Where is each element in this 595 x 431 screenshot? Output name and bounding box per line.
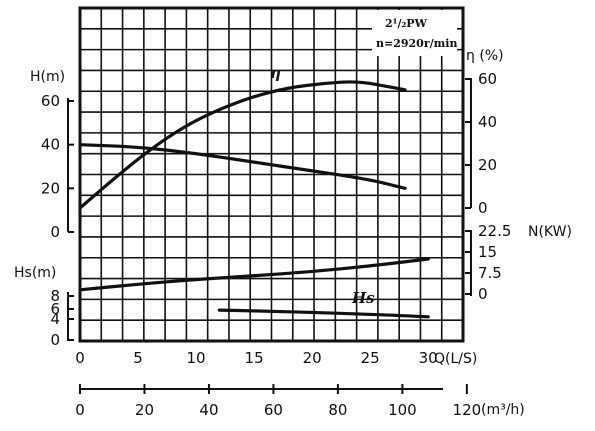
annotation-speed: n=2920r/min — [376, 37, 457, 50]
x2-tick-label: 100 — [388, 401, 417, 419]
n-tick-label: 15 — [478, 243, 497, 261]
eta-series-label: η — [270, 64, 281, 82]
hs-tick-label: 0 — [50, 331, 60, 349]
n-tick-label: 0 — [478, 285, 488, 303]
x-axis-label: Q(L/S) — [434, 351, 477, 367]
x-tick-label: 10 — [187, 349, 206, 367]
x2-tick-label: 40 — [199, 401, 218, 419]
x2-tick-label: 80 — [328, 401, 347, 419]
x2-tick-label: 20 — [135, 401, 154, 419]
series-line-n — [78, 257, 430, 292]
eta-tick-label: 20 — [478, 156, 497, 174]
series-line-h — [78, 143, 407, 190]
x2-tick-label: 60 — [264, 401, 283, 419]
x-tick-label: 5 — [133, 349, 143, 367]
h-tick-label: 0 — [50, 223, 60, 241]
eta-tick-label: 60 — [478, 70, 497, 88]
series-lines — [78, 80, 430, 319]
annotation-box — [372, 10, 457, 56]
hs-axis-label: Hs(m) — [14, 265, 56, 281]
series-line-hs — [217, 308, 430, 319]
series-line-eta — [78, 80, 407, 210]
x2-axis-label: (m³/h) — [481, 402, 525, 418]
x-tick-label: 25 — [361, 349, 380, 367]
x2-tick-label: 120 — [453, 401, 482, 419]
hs-tick-label: 6 — [50, 300, 60, 318]
h-tick-label: 40 — [41, 136, 60, 154]
hs-tick-label: 4 — [50, 310, 60, 328]
x-tick-label: 20 — [303, 349, 322, 367]
n-axis-label: N(KW) — [528, 224, 572, 240]
x-tick-label: 15 — [245, 349, 264, 367]
annotation-model: 2¹/₂PW — [385, 17, 428, 30]
x-tick-label: 30 — [419, 349, 438, 367]
eta-axis-label: η (%) — [466, 48, 504, 64]
hs-tick-label: 8 — [50, 287, 60, 305]
h-tick-label: 20 — [41, 179, 60, 197]
eta-tick-label: 40 — [478, 113, 497, 131]
h-axis-label: H(m) — [30, 69, 65, 85]
x-tick-label: 0 — [75, 349, 85, 367]
tick-labels: 0 5 10 15 20 25 300 20 40 60 80 100 1200204060046802… — [41, 70, 512, 419]
h-tick-label: 60 — [41, 92, 60, 110]
n-tick-label: 7.5 — [478, 264, 502, 282]
eta-tick-label: 0 — [478, 199, 488, 217]
n-tick-label: 22.5 — [478, 222, 511, 240]
hs-series-label: Hs — [351, 289, 375, 307]
x2-tick-label: 0 — [75, 401, 85, 419]
